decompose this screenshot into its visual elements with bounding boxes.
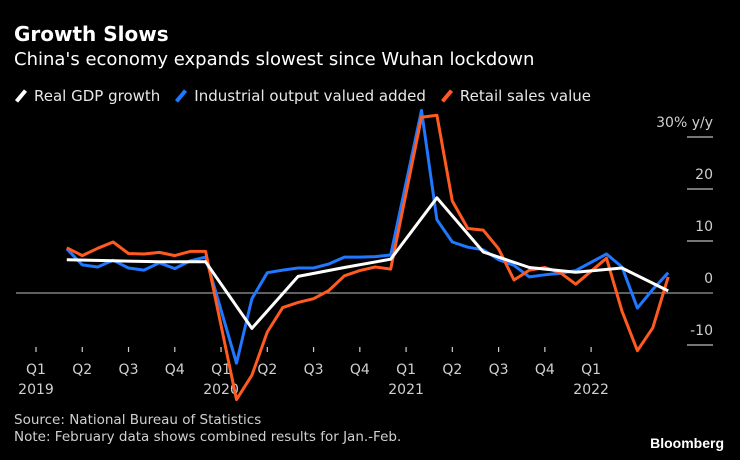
x-tick-label: Q3 [304,362,324,378]
y-tick-label: 10 [695,219,713,235]
series-line-industrial-output-valued-added [65,109,670,365]
x-tick-label: Q1 [26,362,46,378]
y-tick-label: 20 [695,167,713,183]
legend-item-retail: Retail sales value [440,87,591,105]
x-tick-label: Q1 [581,362,601,378]
legend-label: Real GDP growth [34,87,161,105]
chart-title: Growth Slows [14,22,169,46]
y-tick-label: 30% y/y [656,115,713,131]
x-tick-label: Q2 [72,362,92,378]
x-year-label: 2020 [203,382,239,398]
x-year-label: 2021 [388,382,424,398]
x-tick-label: Q1 [396,362,416,378]
legend-label: Industrial output valued added [194,87,426,105]
chart-subtitle: China's economy expands slowest since Wu… [14,49,535,70]
y-tick-label: 0 [704,271,713,287]
x-tick-label: Q4 [535,362,555,378]
x-year-label: 2022 [573,382,609,398]
x-tick-label: Q3 [119,362,139,378]
legend-item-industrial: Industrial output valued added [174,87,426,105]
x-tick-label: Q1 [211,362,231,378]
legend-item-gdp: Real GDP growth [14,87,160,105]
legend-label: Retail sales value [459,87,592,105]
legend: Real GDP growth Industrial output valued… [14,87,591,105]
bloomberg-logo: Bloomberg [650,435,724,451]
x-year-label: 2019 [18,382,54,398]
x-tick-label: Q4 [350,362,370,378]
x-tick-label: Q3 [489,362,509,378]
x-tick-label: Q2 [257,362,277,378]
series-line-real-gdp-growth [66,196,669,330]
source-note: Source: National Bureau of Statistics [14,412,262,428]
x-tick-label: Q2 [442,362,462,378]
footnote: Note: February data shows combined resul… [14,429,402,445]
x-tick-label: Q4 [165,362,185,378]
y-tick-label: -10 [690,323,713,339]
